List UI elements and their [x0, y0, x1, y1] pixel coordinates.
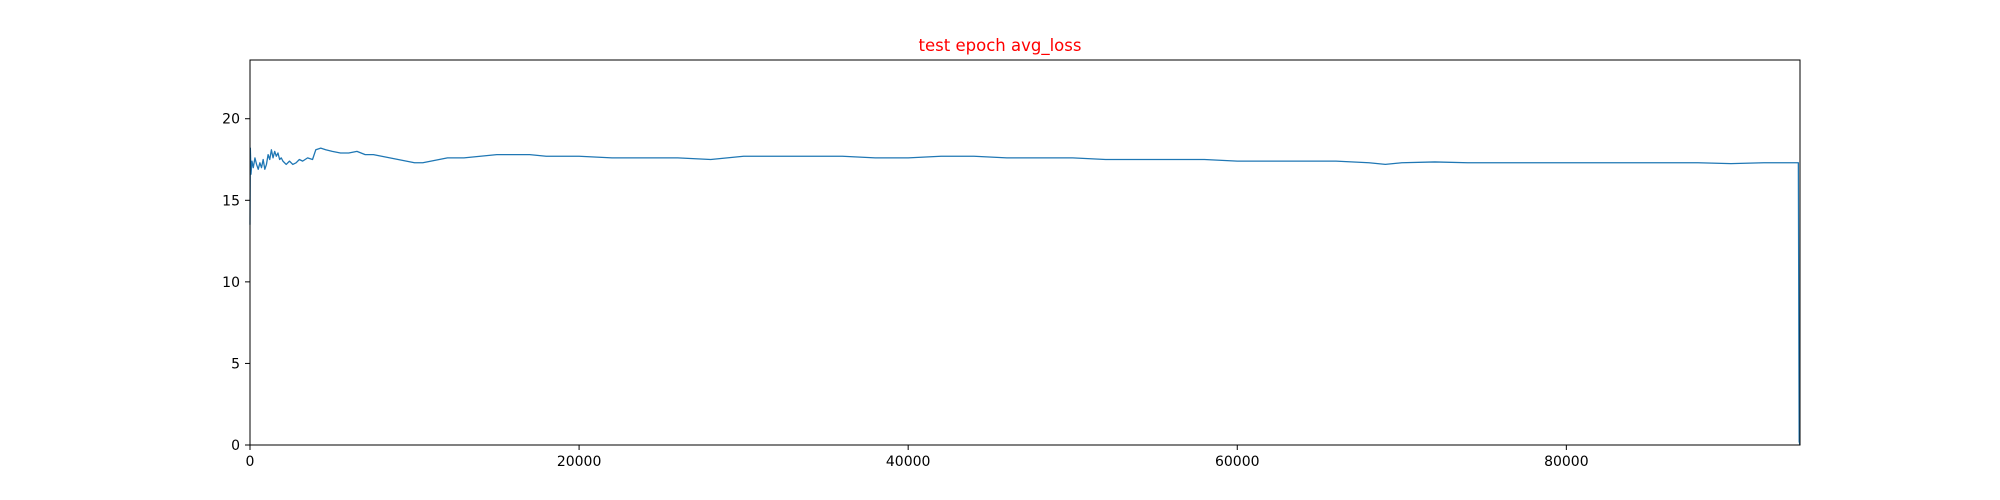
- y-tick-label: 10: [222, 275, 240, 291]
- y-tick-label: 5: [231, 356, 240, 372]
- x-tick-label: 40000: [886, 454, 931, 470]
- x-tick-label: 20000: [557, 454, 602, 470]
- y-tick-label: 20: [222, 112, 240, 128]
- y-tick-label: 15: [222, 193, 240, 209]
- x-tick-label: 0: [246, 454, 255, 470]
- series-layer: [249, 147, 1801, 446]
- x-tick-label: 80000: [1544, 454, 1589, 470]
- chart-title: test epoch avg_loss: [919, 36, 1082, 56]
- y-tick-label: 0: [231, 438, 240, 454]
- series-line-0: [249, 147, 1801, 446]
- x-tick-label: 60000: [1215, 454, 1260, 470]
- axis-ticks: 0 20000 40000 60000 80000 0 5 10 15 20: [222, 112, 1588, 470]
- plot-area-frame: [249, 59, 1801, 446]
